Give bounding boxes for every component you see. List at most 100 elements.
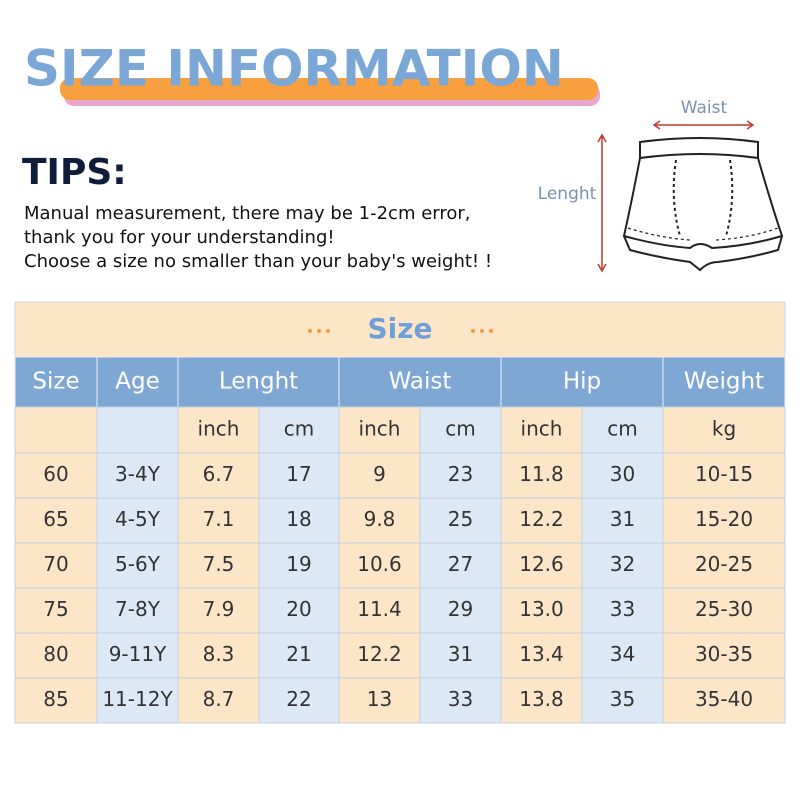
table-cell [338,452,421,499]
page-title: SIZE INFORMATION [24,40,564,98]
cell-text: 33 [448,687,473,711]
header-cell [500,356,664,408]
table-cell [177,632,260,679]
table-cell [500,587,583,634]
tips-line: Choose a size no smaller than your baby'… [24,251,492,272]
unit-label: cm [445,417,475,441]
unit-cell [338,406,421,454]
cell-text: 10.6 [357,552,402,576]
table-cell [662,452,786,499]
table-cell [258,632,340,679]
cell-text: 80 [43,642,68,666]
table-cell [14,632,98,679]
tips-line: thank you for your understanding! [24,227,335,248]
cell-text: 25 [448,507,473,531]
table-cell [258,587,340,634]
column-header: Size [32,369,79,395]
column-header: Age [115,369,159,395]
table-cell [419,632,502,679]
unit-cell [258,406,340,454]
cell-text: 17 [286,462,311,486]
table-cell [338,497,421,544]
cell-text: 12.2 [519,507,564,531]
unit-label: cm [607,417,637,441]
table-cell [14,677,98,724]
unit-cell [14,406,98,454]
table-cell [500,632,583,679]
unit-label: kg [712,417,736,441]
table-cell [14,587,98,634]
table-cell [96,677,179,724]
cell-text: 31 [448,642,473,666]
cell-text: 75 [43,597,68,621]
table-cell [177,497,260,544]
cell-text: 11-12Y [102,687,173,711]
cell-text: 9-11Y [109,642,167,666]
table-cell [581,542,664,589]
cell-text: 32 [610,552,635,576]
cell-text: 8.7 [203,687,235,711]
unit-cell [662,406,786,454]
cell-text: 7-8Y [115,597,161,621]
unit-label: inch [359,417,401,441]
header-cell [177,356,340,408]
caption-band [14,301,786,358]
cell-text: 23 [448,462,473,486]
cell-text: 13.0 [519,597,564,621]
size-table: Size Size Age Lenght Waist Hip Weight inch cm in… [14,301,786,724]
table-cell [258,452,340,499]
table-cell [419,542,502,589]
table-cell [338,587,421,634]
table-cell [500,677,583,724]
cell-text: 13 [367,687,392,711]
cell-text: 30 [610,462,635,486]
cell-text: 85 [43,687,68,711]
column-header: Hip [563,369,601,395]
unit-label: inch [198,417,240,441]
cell-text: 25-30 [695,597,753,621]
table-cell [177,542,260,589]
table-cell [662,542,786,589]
cell-text: 19 [286,552,311,576]
cell-text: 27 [448,552,473,576]
header-cell [662,356,786,408]
tips-title: TIPS: [22,152,127,193]
unit-cell [96,406,179,454]
table-cell [177,677,260,724]
column-header: Waist [389,369,452,395]
cell-text: 22 [286,687,311,711]
cell-text: 35-40 [695,687,753,711]
table-cell [581,497,664,544]
cell-text: 21 [286,642,311,666]
column-header: Weight [684,369,764,395]
table-cell [500,452,583,499]
cell-text: 13.4 [519,642,564,666]
unit-label: inch [521,417,563,441]
table-caption: Size [367,312,432,345]
unit-cell [419,406,502,454]
column-header: Lenght [219,369,298,395]
cell-text: 20-25 [695,552,753,576]
header-cell [338,356,502,408]
cell-text: 33 [610,597,635,621]
unit-cell [581,406,664,454]
table-cell [14,452,98,499]
cell-text: 12.6 [519,552,564,576]
table-cell [338,677,421,724]
cell-text: 65 [43,507,68,531]
cell-text: 9 [373,462,386,486]
tips-line: Manual measurement, there may be 1-2cm e… [24,203,471,224]
cell-text: 18 [286,507,311,531]
cell-text: 6.7 [203,462,235,486]
cell-text: 7.5 [203,552,235,576]
header-cell [96,356,179,408]
cell-text: 10-15 [695,462,753,486]
unit-cell [177,406,260,454]
table-cell [581,452,664,499]
table-cell [96,587,179,634]
table-cell [96,452,179,499]
table-cell [662,632,786,679]
cell-text: 13.8 [519,687,564,711]
table-cell [258,542,340,589]
